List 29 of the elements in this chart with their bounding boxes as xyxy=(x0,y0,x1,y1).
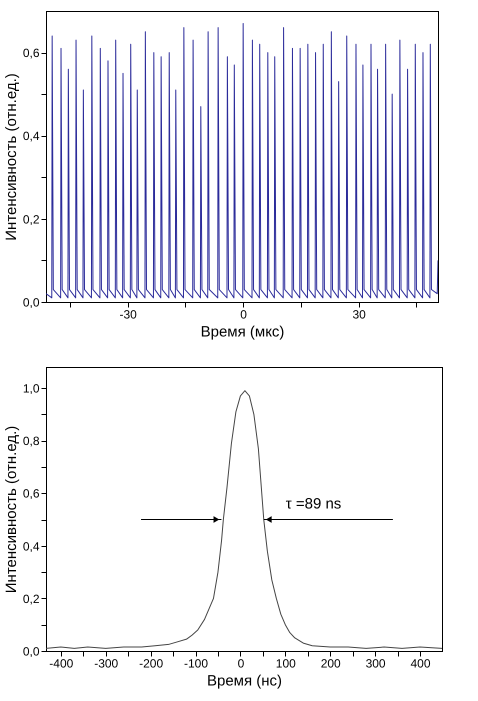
x-tick-label: 100 xyxy=(276,656,296,670)
x-tick-label: 200 xyxy=(320,656,342,670)
line-series xyxy=(46,390,442,649)
y-tick-label: 0,8 xyxy=(22,434,40,448)
annotation: τ =89 ns xyxy=(286,496,342,513)
y-tick-label: 0,6 xyxy=(22,486,40,501)
x-axis-title: Время (мкс) xyxy=(200,324,284,340)
y-tick-label: 0,6 xyxy=(22,46,40,60)
x-tick-label: -300 xyxy=(94,656,119,670)
y-axis-title: Интенсивность (отн.ед.) xyxy=(2,426,20,594)
x-tick-label: -400 xyxy=(49,656,74,670)
x-tick-label: 30 xyxy=(352,308,366,322)
y-tick-label: 0,0 xyxy=(22,296,40,310)
x-tick-label: 0 xyxy=(240,308,248,322)
y-tick-label: 0,0 xyxy=(22,644,40,658)
x-tick-label: 300 xyxy=(366,656,386,670)
line-series xyxy=(46,22,438,298)
y-tick-label: 0,2 xyxy=(22,592,40,606)
x-tick-label: -200 xyxy=(139,656,164,670)
x-tick-label: 400 xyxy=(410,656,431,670)
y-tick-label: 1,0 xyxy=(22,382,40,396)
x-tick-label: -100 xyxy=(184,656,208,670)
y-tick-label: 0,2 xyxy=(22,212,40,226)
x-tick-label: -30 xyxy=(119,308,138,322)
y-tick-label: 0,4 xyxy=(22,539,40,554)
x-tick-label: 0 xyxy=(238,656,245,670)
y-axis-title: Интенсивность (отн.ед.) xyxy=(2,73,20,241)
x-axis-title: Время (нс) xyxy=(206,672,282,690)
y-tick-label: 0,4 xyxy=(22,129,40,144)
